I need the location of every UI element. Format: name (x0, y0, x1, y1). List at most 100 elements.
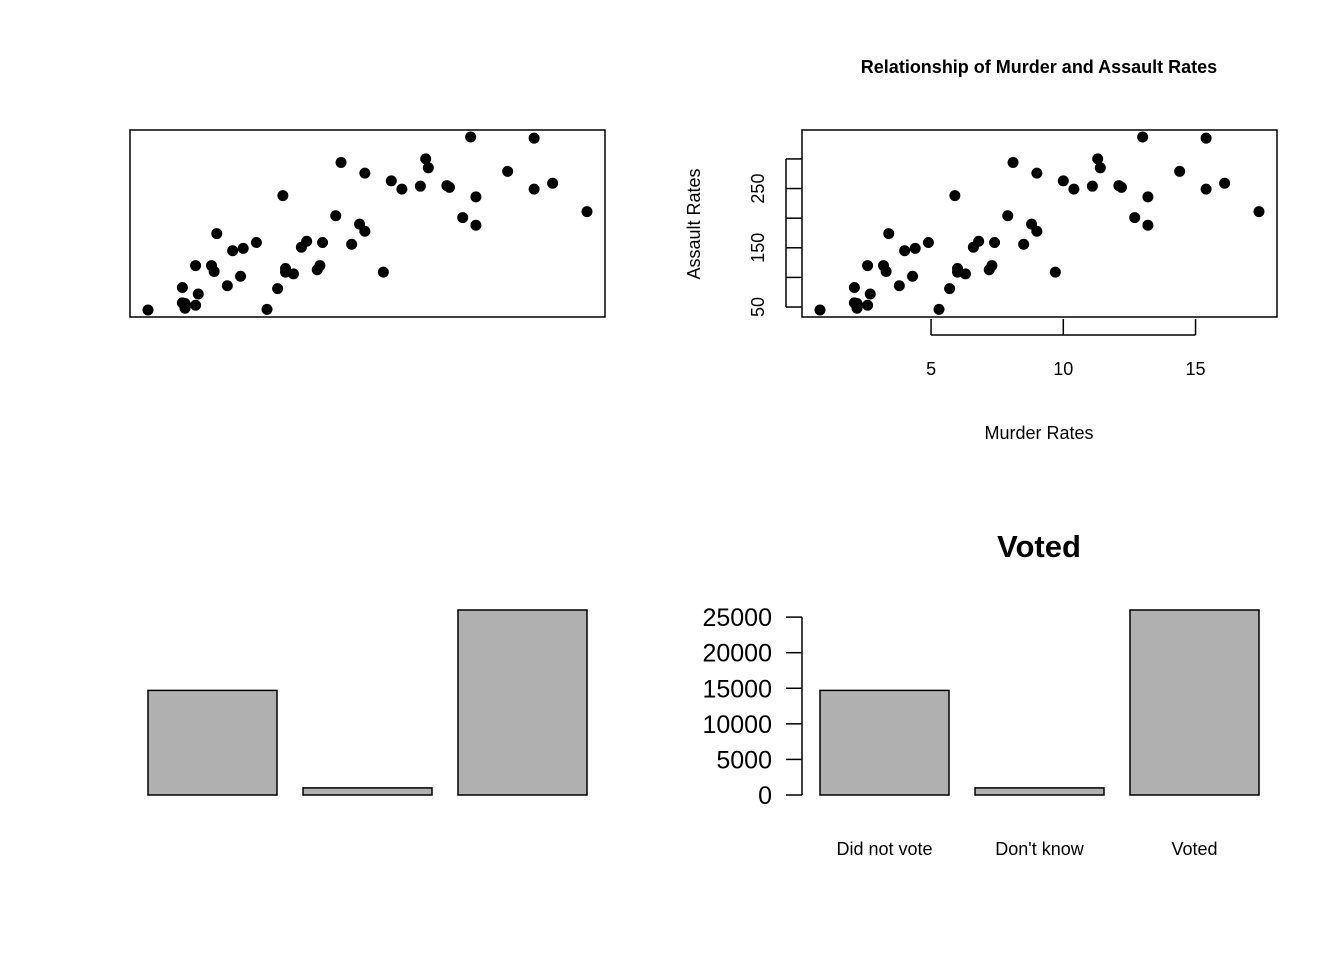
scatter-points (814, 131, 1265, 316)
data-point (314, 260, 326, 272)
data-point (287, 268, 299, 280)
plot-frame (801, 129, 1278, 318)
y-tick-label: 250 (748, 174, 768, 204)
data-point (1002, 210, 1014, 222)
chart-title: Voted (997, 529, 1081, 564)
x-axis-label: Murder Rates (984, 423, 1093, 443)
data-point (465, 131, 477, 143)
data-point (1137, 131, 1149, 143)
y-tick-label: 5000 (716, 746, 772, 774)
data-point (142, 304, 154, 316)
data-point (317, 236, 329, 248)
data-point (907, 270, 919, 282)
data-point (528, 132, 540, 144)
data-point (989, 236, 1001, 248)
data-point (944, 283, 956, 295)
data-point (986, 260, 998, 272)
data-point (933, 303, 945, 315)
data-point (1057, 175, 1069, 187)
category-labels: Did not vote Don't know Voted (836, 839, 1217, 859)
chart-title: Relationship of Murder and Assault Rates (861, 57, 1217, 77)
data-point (1086, 180, 1098, 192)
y-tick-label: 15000 (702, 675, 772, 703)
data-point (909, 242, 921, 254)
scatter-panel-labeled: Relationship of Murder and Assault Rates… (684, 57, 1278, 443)
data-point (1142, 219, 1154, 231)
data-point (1142, 191, 1154, 203)
y-tick-label: 150 (748, 233, 768, 263)
data-point (235, 270, 247, 282)
data-point (277, 190, 289, 202)
bar (457, 609, 588, 796)
data-point (205, 260, 217, 272)
data-point (1049, 266, 1061, 278)
y-tick-label: 50 (748, 297, 768, 317)
data-point (190, 260, 202, 272)
data-point (848, 281, 860, 293)
data-point (864, 288, 876, 300)
y-axis: 0 5000 10000 15000 20000 25000 (702, 604, 803, 810)
data-point (528, 183, 540, 195)
data-point (192, 288, 204, 300)
data-point (814, 304, 826, 316)
bar-panel-bare (147, 609, 588, 796)
data-point (959, 268, 971, 280)
data-point (470, 219, 482, 231)
data-point (211, 228, 223, 240)
data-point (877, 260, 889, 272)
bar (302, 787, 433, 796)
data-point (359, 225, 371, 237)
data-point (1129, 212, 1141, 224)
data-point (261, 303, 273, 315)
data-point (179, 302, 191, 314)
y-tick-label: 25000 (702, 604, 772, 632)
data-point (422, 162, 434, 174)
data-point (1092, 153, 1104, 165)
y-tick-label: 0 (758, 782, 772, 810)
bars (819, 609, 1260, 796)
data-point (335, 156, 347, 168)
data-point (1115, 181, 1127, 193)
y-axis-label: Assault Rates (684, 168, 704, 279)
data-point (1174, 165, 1186, 177)
data-point (470, 191, 482, 203)
y-axis: 50 150 250 (748, 158, 802, 317)
data-point (1200, 183, 1212, 195)
data-point (396, 183, 408, 195)
data-point (1094, 162, 1106, 174)
bar (974, 787, 1105, 796)
bar (1129, 609, 1260, 796)
x-axis: 5 10 15 (926, 319, 1206, 379)
data-point (1068, 183, 1080, 195)
data-point (250, 236, 262, 248)
category-label: Don't know (995, 839, 1084, 859)
x-tick-label: 5 (926, 359, 936, 379)
data-point (420, 153, 432, 165)
data-point (301, 235, 313, 247)
data-point (1031, 225, 1043, 237)
bars (147, 609, 588, 796)
data-point (457, 212, 469, 224)
x-tick-label: 10 (1053, 359, 1073, 379)
data-point (1018, 238, 1030, 250)
data-point (1219, 177, 1231, 189)
bar (819, 689, 950, 796)
category-label: Voted (1171, 839, 1217, 859)
data-point (851, 302, 863, 314)
category-label: Did not vote (836, 839, 932, 859)
data-point (922, 236, 934, 248)
data-point (862, 260, 874, 272)
data-point (1253, 206, 1265, 218)
data-point (1007, 156, 1019, 168)
scatter-points (142, 131, 593, 316)
y-tick-label: 10000 (702, 711, 772, 739)
data-point (227, 245, 239, 257)
data-point (221, 280, 233, 292)
data-point (893, 280, 905, 292)
data-point (949, 190, 961, 202)
data-point (862, 299, 874, 311)
data-point (414, 180, 426, 192)
data-point (973, 235, 985, 247)
data-point (330, 210, 342, 222)
